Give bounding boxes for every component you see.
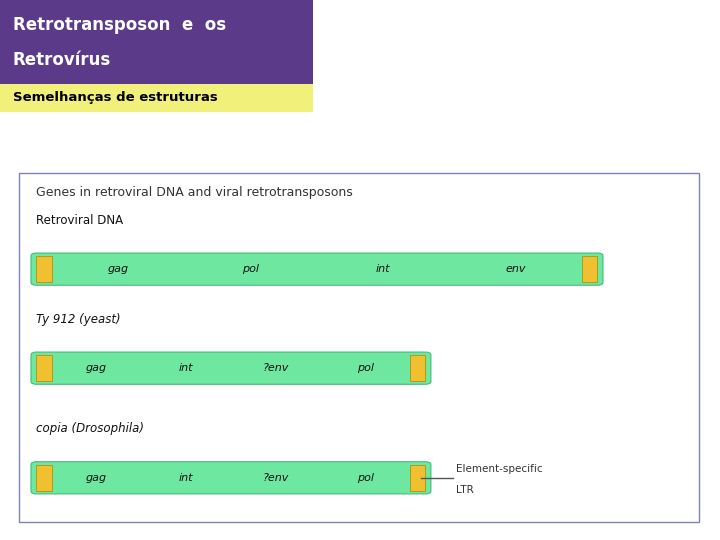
Text: Element-specific: Element-specific	[456, 464, 543, 474]
Bar	[410, 464, 426, 491]
Text: gag: gag	[86, 363, 107, 373]
Text: Semelhanças de estruturas: Semelhanças de estruturas	[13, 91, 217, 104]
Text: ?env: ?env	[263, 363, 289, 373]
Text: int: int	[179, 473, 194, 483]
Text: Retroviral DNA: Retroviral DNA	[37, 214, 124, 227]
Text: pol: pol	[357, 363, 374, 373]
Text: int: int	[376, 264, 390, 274]
FancyBboxPatch shape	[31, 253, 603, 285]
Text: pol: pol	[357, 473, 374, 483]
Text: Retrovírus: Retrovírus	[13, 51, 111, 69]
Text: env: env	[505, 264, 526, 274]
Text: Ty 912 (yeast): Ty 912 (yeast)	[37, 313, 121, 326]
Text: copia (Drosophila): copia (Drosophila)	[37, 422, 145, 435]
Bar	[37, 464, 52, 491]
Text: LTR: LTR	[456, 485, 474, 495]
Bar	[37, 256, 52, 282]
Text: ?env: ?env	[263, 473, 289, 483]
Text: Genes in retroviral DNA and viral retrotransposons: Genes in retroviral DNA and viral retrot…	[37, 186, 354, 199]
Text: int: int	[179, 363, 194, 373]
Text: Retrotransposon  e  os: Retrotransposon e os	[13, 16, 226, 34]
Text: gag: gag	[86, 473, 107, 483]
FancyBboxPatch shape	[31, 462, 431, 494]
Text: pol: pol	[242, 264, 259, 274]
Bar	[410, 355, 426, 381]
FancyBboxPatch shape	[31, 352, 431, 384]
Bar	[582, 256, 598, 282]
Bar	[37, 355, 52, 381]
FancyBboxPatch shape	[19, 173, 699, 522]
Text: gag: gag	[107, 264, 129, 274]
